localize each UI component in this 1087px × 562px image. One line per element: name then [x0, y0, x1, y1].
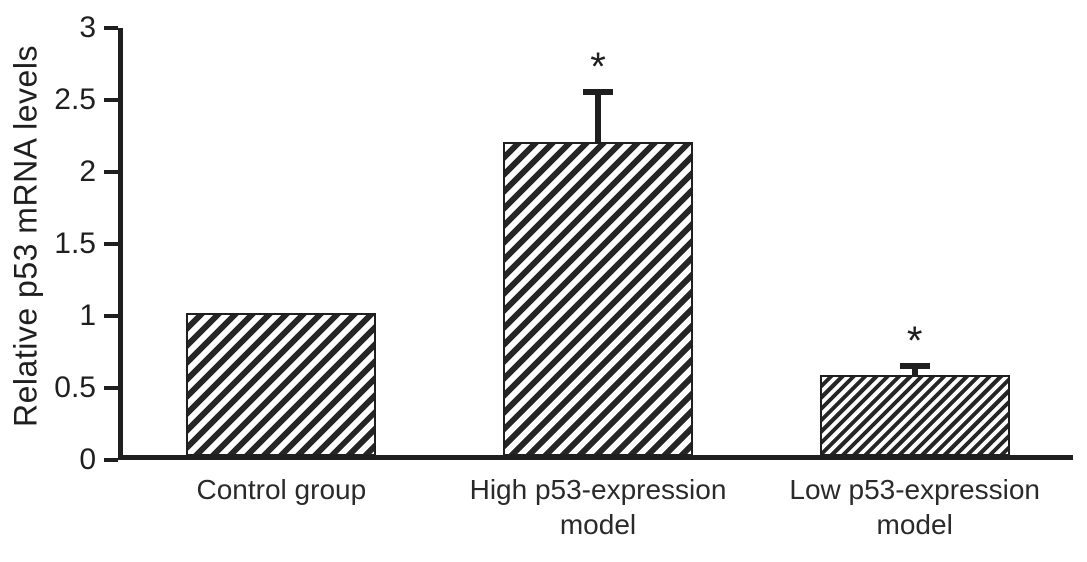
- bar: [186, 313, 377, 456]
- error-bar: [583, 89, 613, 143]
- plot-area: 0 0.5 1 1.5 2 2.5 3 Control group * High p53-exp…: [54, 11, 1073, 540]
- y-tick-label: 1.5: [54, 227, 96, 260]
- y-tick-label: 1: [79, 299, 96, 333]
- y-tick-label: 2.5: [54, 83, 96, 116]
- y-axis-line: [118, 28, 123, 460]
- x-axis-line: [118, 455, 1073, 460]
- y-tick-label: 0.5: [54, 371, 96, 405]
- bar-group: * Low p53-expression model: [756, 28, 1073, 540]
- x-category-label: Low p53-expression model: [789, 474, 1040, 540]
- y-tick-mark: 0.5: [54, 371, 118, 404]
- bar-group: * High p53-expression model: [440, 28, 757, 540]
- y-tick-label: 3: [79, 11, 96, 44]
- significance-marker: *: [906, 319, 923, 364]
- y-tick-label: 0: [79, 443, 96, 476]
- bar: [503, 142, 693, 456]
- bars-area: Control group * High p53-expression model *…: [123, 28, 1073, 540]
- error-bar: [899, 363, 930, 375]
- error-bar-cap: [583, 89, 613, 96]
- y-tick-mark: 1: [79, 299, 118, 332]
- y-tick-label: 2: [79, 155, 96, 189]
- y-axis-ticks: 0 0.5 1 1.5 2 2.5 3: [54, 11, 1073, 476]
- bar-group: Control group: [123, 28, 440, 505]
- x-category-label: Control group: [196, 474, 367, 505]
- significance-marker: *: [590, 45, 606, 90]
- y-tick-mark: 2: [79, 155, 118, 188]
- x-category-label: High p53-expression model: [469, 474, 727, 540]
- y-tick-mark: 3: [79, 11, 118, 44]
- y-tick-mark: 1.5: [54, 227, 118, 260]
- y-tick-mark: 2.5: [54, 83, 118, 116]
- bar: [819, 374, 1010, 456]
- y-tick-mark: 0: [79, 443, 118, 476]
- y-axis-label: Relative p53 mRNA levels: [7, 45, 44, 427]
- error-bar-cap: [899, 363, 930, 370]
